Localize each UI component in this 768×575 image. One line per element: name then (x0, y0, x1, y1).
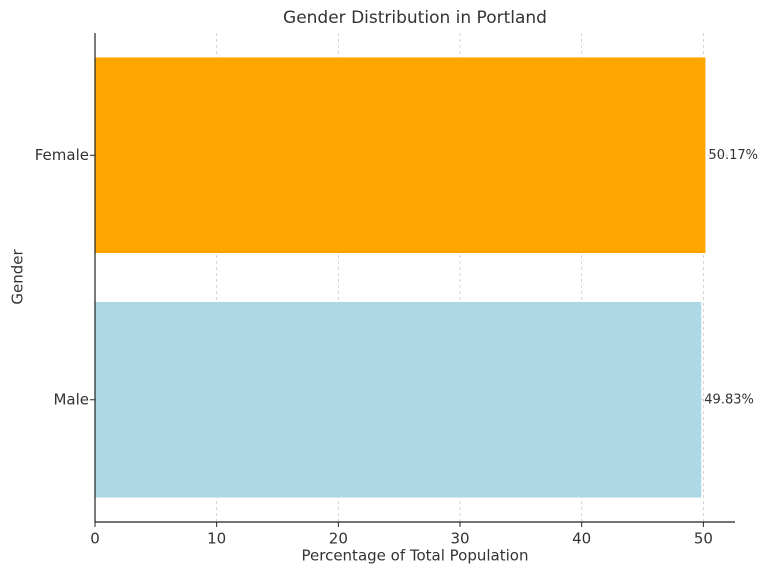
x-tick-label: 10 (207, 530, 226, 548)
x-tick-label: 40 (572, 530, 591, 548)
value-label: 49.83% (704, 392, 754, 407)
y-axis-label: Gender (9, 249, 27, 305)
value-label: 50.17% (708, 148, 758, 163)
x-axis-label: Percentage of Total Population (302, 547, 529, 565)
bar (95, 57, 706, 254)
bar (95, 301, 702, 498)
y-tick-label: Male (53, 390, 89, 408)
chart-title: Gender Distribution in Portland (283, 8, 547, 28)
y-tick-label: Female (35, 146, 89, 164)
x-tick-label: 30 (450, 530, 469, 548)
x-tick-label: 0 (90, 530, 100, 548)
x-tick-label: 50 (694, 530, 713, 548)
x-tick-label: 20 (329, 530, 348, 548)
